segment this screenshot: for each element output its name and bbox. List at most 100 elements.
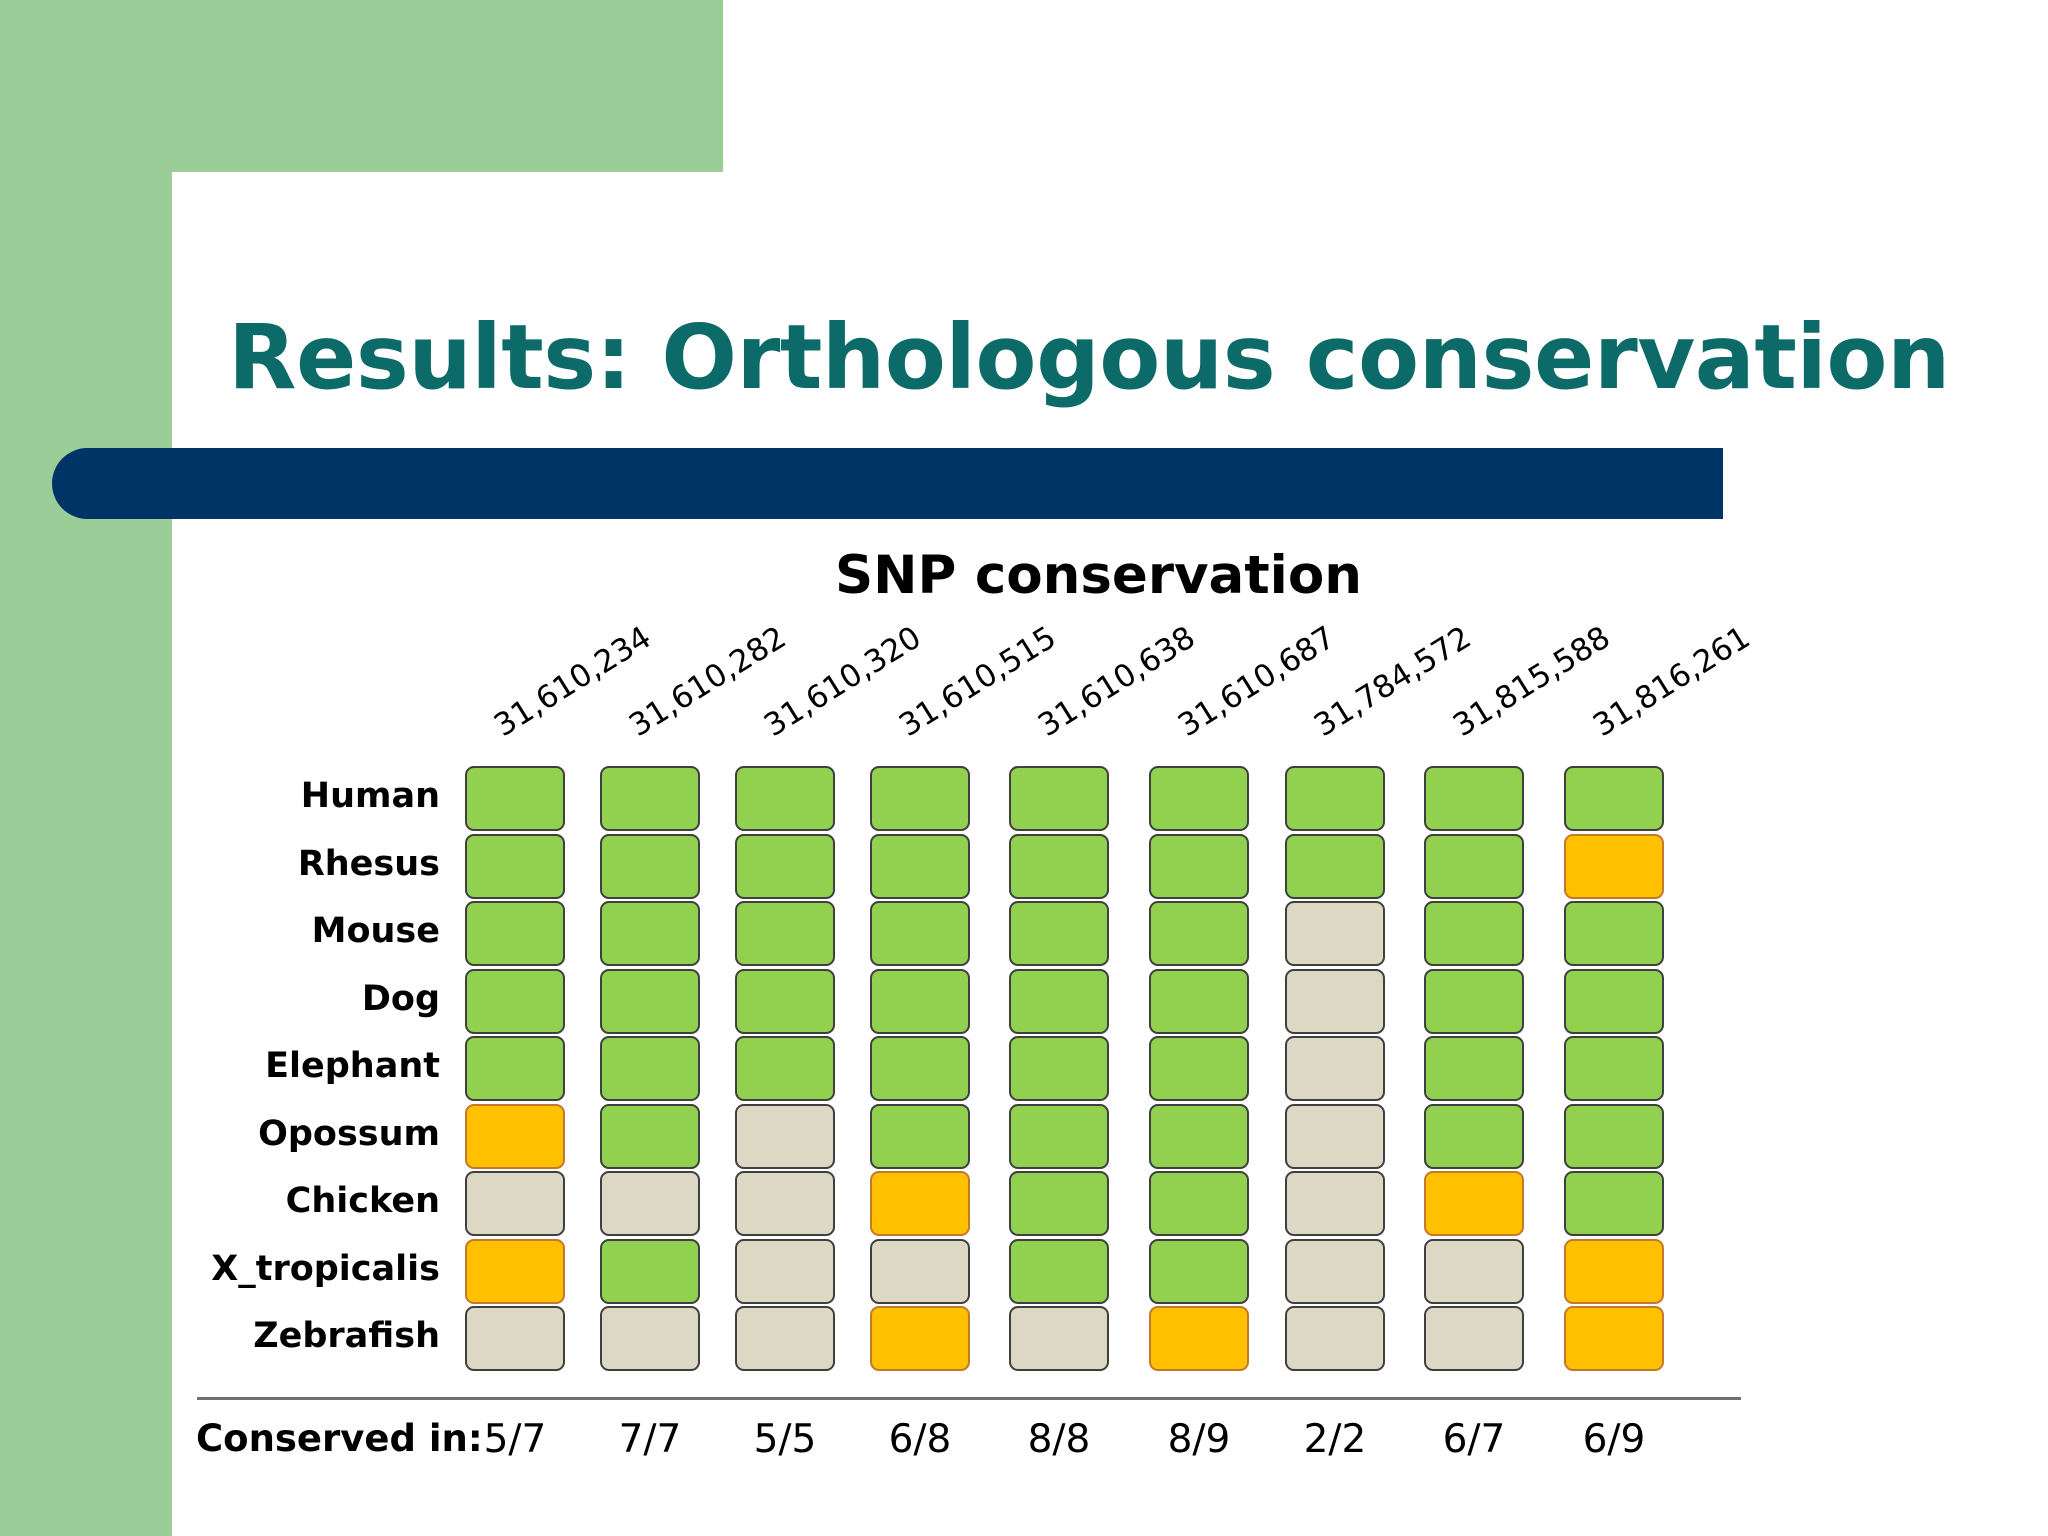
snp-cell	[600, 1306, 700, 1371]
snp-cell	[870, 1238, 970, 1304]
snp-cell	[1149, 968, 1249, 1034]
snp-cell	[1564, 1238, 1664, 1304]
conserved-in-value: 5/5	[753, 1417, 817, 1462]
figure-title: SNP conservation	[835, 545, 1362, 606]
snp-cell	[735, 1103, 835, 1169]
snp-cell	[1424, 1238, 1524, 1304]
snp-cell	[735, 901, 835, 966]
snp-cell	[1564, 1103, 1664, 1169]
snp-cell	[1009, 1171, 1109, 1236]
snp-cell	[1564, 901, 1664, 966]
species-label-mouse: Mouse	[311, 911, 440, 951]
snp-cell	[1285, 766, 1385, 831]
snp-cell	[1285, 1238, 1385, 1304]
snp-cell	[870, 901, 970, 966]
snp-cell	[1149, 1306, 1249, 1371]
snp-cell	[1285, 1036, 1385, 1101]
species-label-x_tropicalis: X_tropicalis	[211, 1248, 440, 1289]
conserved-in-value: 8/8	[1027, 1417, 1091, 1462]
snp-cell	[600, 1238, 700, 1304]
species-label-dog: Dog	[361, 978, 440, 1019]
title-divider-bar	[52, 448, 1723, 519]
snp-cell	[1285, 1171, 1385, 1236]
species-label-opossum: Opossum	[258, 1113, 440, 1154]
conserved-in-value: 8/9	[1167, 1417, 1231, 1462]
conserved-in-value: 5/7	[483, 1417, 547, 1462]
snp-cell	[600, 968, 700, 1034]
snp-cell	[600, 1036, 700, 1101]
snp-cell	[1424, 1103, 1524, 1169]
snp-cell	[1149, 901, 1249, 966]
green-left-band	[0, 0, 172, 1536]
snp-cell	[1285, 968, 1385, 1034]
snp-cell	[1009, 1306, 1109, 1371]
snp-cell	[1149, 833, 1249, 899]
snp-cell	[465, 1036, 565, 1101]
species-label-elephant: Elephant	[265, 1046, 440, 1086]
species-label-human: Human	[300, 776, 440, 816]
conserved-in-value: 6/7	[1442, 1417, 1506, 1462]
snp-cell	[735, 1171, 835, 1236]
snp-cell	[465, 968, 565, 1034]
snp-cell	[600, 901, 700, 966]
snp-cell	[735, 968, 835, 1034]
snp-cell	[1564, 766, 1664, 831]
snp-cell	[735, 766, 835, 831]
conserved-in-label: Conserved in:	[196, 1417, 483, 1460]
snp-cell	[735, 833, 835, 899]
snp-cell	[735, 1238, 835, 1304]
snp-cell	[1009, 968, 1109, 1034]
snp-cell	[600, 1171, 700, 1236]
snp-cell	[1149, 766, 1249, 831]
content-panel-corner	[172, 172, 292, 292]
snp-cell	[1424, 1171, 1524, 1236]
snp-cell	[870, 1036, 970, 1101]
snp-cell	[1564, 968, 1664, 1034]
snp-cell	[1285, 1103, 1385, 1169]
snp-cell	[1424, 1306, 1524, 1371]
snp-cell	[465, 833, 565, 899]
snp-cell	[465, 766, 565, 831]
snp-cell	[1285, 1306, 1385, 1371]
species-label-zebrafish: Zebrafish	[253, 1316, 440, 1356]
snp-cell	[1285, 833, 1385, 899]
snp-position-label: 31,610,638	[1031, 619, 1202, 744]
figure-baseline	[197, 1397, 1741, 1400]
conserved-in-value: 6/8	[888, 1417, 952, 1462]
snp-cell	[1424, 968, 1524, 1034]
conserved-in-value: 6/9	[1582, 1417, 1646, 1462]
snp-cell	[735, 1306, 835, 1371]
snp-cell	[1149, 1171, 1249, 1236]
snp-cell	[1424, 833, 1524, 899]
snp-cell	[1564, 833, 1664, 899]
snp-cell	[1564, 1036, 1664, 1101]
snp-cell	[600, 833, 700, 899]
snp-cell	[600, 1103, 700, 1169]
snp-cell	[465, 1171, 565, 1236]
snp-cell	[1564, 1306, 1664, 1371]
species-label-chicken: Chicken	[285, 1181, 440, 1221]
snp-cell	[735, 1036, 835, 1101]
snp-cell	[1009, 1103, 1109, 1169]
species-label-rhesus: Rhesus	[297, 843, 440, 884]
snp-cell	[1149, 1238, 1249, 1304]
snp-cell	[870, 968, 970, 1034]
snp-cell	[1424, 766, 1524, 831]
snp-cell	[870, 1306, 970, 1371]
snp-cell	[870, 1103, 970, 1169]
snp-cell	[1424, 901, 1524, 966]
snp-cell	[1285, 901, 1385, 966]
snp-cell	[1424, 1036, 1524, 1101]
snp-cell	[600, 766, 700, 831]
snp-cell	[1009, 766, 1109, 831]
snp-cell	[1009, 1036, 1109, 1101]
conserved-in-value: 2/2	[1303, 1417, 1367, 1462]
snp-position-label: 31,815,588	[1446, 619, 1617, 744]
snp-cell	[465, 901, 565, 966]
slide-title: Results: Orthologous conservation	[228, 305, 1950, 409]
snp-cell	[1149, 1036, 1249, 1101]
snp-cell	[870, 1171, 970, 1236]
snp-cell	[870, 766, 970, 831]
snp-cell	[1009, 901, 1109, 966]
snp-cell	[870, 833, 970, 899]
